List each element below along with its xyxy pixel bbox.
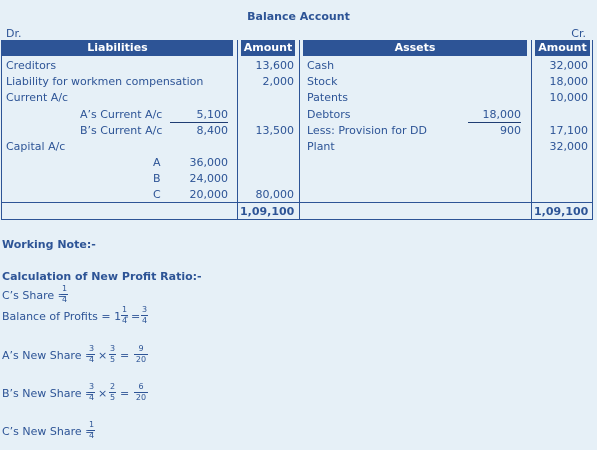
plant-amount: 32,000: [549, 140, 589, 153]
a-current-amount: 5,100: [196, 108, 229, 121]
subtotal-line: [170, 122, 228, 123]
c-new-share-text: C’s New Share =: [2, 425, 95, 438]
debtors-label: Debtors: [307, 108, 351, 121]
partner-c-name: C: [153, 188, 161, 201]
header-amount-left: Amount: [241, 40, 295, 56]
patents-amount: 10,000: [549, 91, 589, 104]
debtors-amount: 18,000: [482, 108, 522, 121]
provision-line: [468, 122, 521, 123]
capital-total-amount: 80,000: [255, 188, 295, 201]
a-new-share-text: A’s New Share =: [2, 349, 95, 362]
capital-label: Capital A/c: [6, 140, 66, 153]
liabilities-grand-total: 1,09,100: [240, 205, 295, 218]
provision-amount: 900: [500, 124, 521, 137]
assets-grand-total: 1,09,100: [534, 205, 589, 218]
table-bottom-line: [1, 219, 593, 220]
working-note-heading: Working Note:-: [2, 238, 96, 251]
b-fraction-result: 6 20: [134, 382, 148, 402]
header-liabilities: Liabilities: [2, 40, 233, 56]
a-fraction-result: 9 20: [134, 344, 148, 364]
current-total-amount: 13,500: [255, 124, 295, 137]
partner-a-name: A: [153, 156, 161, 169]
creditors-amount: 13,600: [255, 59, 295, 72]
table-border-right: [592, 40, 593, 220]
creditors-label: Creditors: [6, 59, 57, 72]
partner-c-capital: 20,000: [189, 188, 229, 201]
debit-label: Dr.: [6, 27, 22, 40]
debtors-net-amount: 17,100: [549, 124, 589, 137]
table-divider-2: [299, 40, 300, 220]
table-total-top-line: [1, 202, 593, 203]
stock-label: Stock: [307, 75, 338, 88]
table-divider-3: [531, 40, 532, 220]
header-amount-right: Amount: [535, 40, 590, 56]
calc-heading: Calculation of New Profit Ratio:-: [2, 270, 202, 283]
b-equals: =: [120, 387, 130, 400]
plant-label: Plant: [307, 140, 335, 153]
page-title: Balance Account: [247, 10, 350, 23]
b-current-label: B’s Current A/c: [80, 124, 163, 137]
a-equals: =: [120, 349, 130, 362]
b-current-amount: 8,400: [196, 124, 229, 137]
workmen-label: Liability for workmen compensation: [6, 75, 204, 88]
provision-label: Less: Provision for DD: [307, 124, 427, 137]
header-assets: Assets: [303, 40, 527, 56]
a-current-label: A’s Current A/c: [80, 108, 163, 121]
cash-amount: 32,000: [549, 59, 589, 72]
partner-b-capital: 24,000: [189, 172, 229, 185]
current-account-label: Current A/c: [6, 91, 69, 104]
balance-equals: =: [131, 310, 141, 323]
table-divider-1: [237, 40, 238, 220]
c-share-text: C’s Share =: [2, 289, 67, 302]
workmen-amount: 2,000: [262, 75, 295, 88]
partner-b-name: B: [153, 172, 161, 185]
a-times: ×: [98, 349, 108, 362]
b-times: ×: [98, 387, 108, 400]
balance-text: Balance of Profits = 1 -: [2, 310, 129, 323]
credit-label: Cr.: [571, 27, 586, 40]
stock-amount: 18,000: [549, 75, 589, 88]
cash-label: Cash: [307, 59, 335, 72]
b-new-share-text: B’s New Share =: [2, 387, 95, 400]
partner-a-capital: 36,000: [189, 156, 229, 169]
table-border-left: [1, 40, 2, 220]
patents-label: Patents: [307, 91, 348, 104]
